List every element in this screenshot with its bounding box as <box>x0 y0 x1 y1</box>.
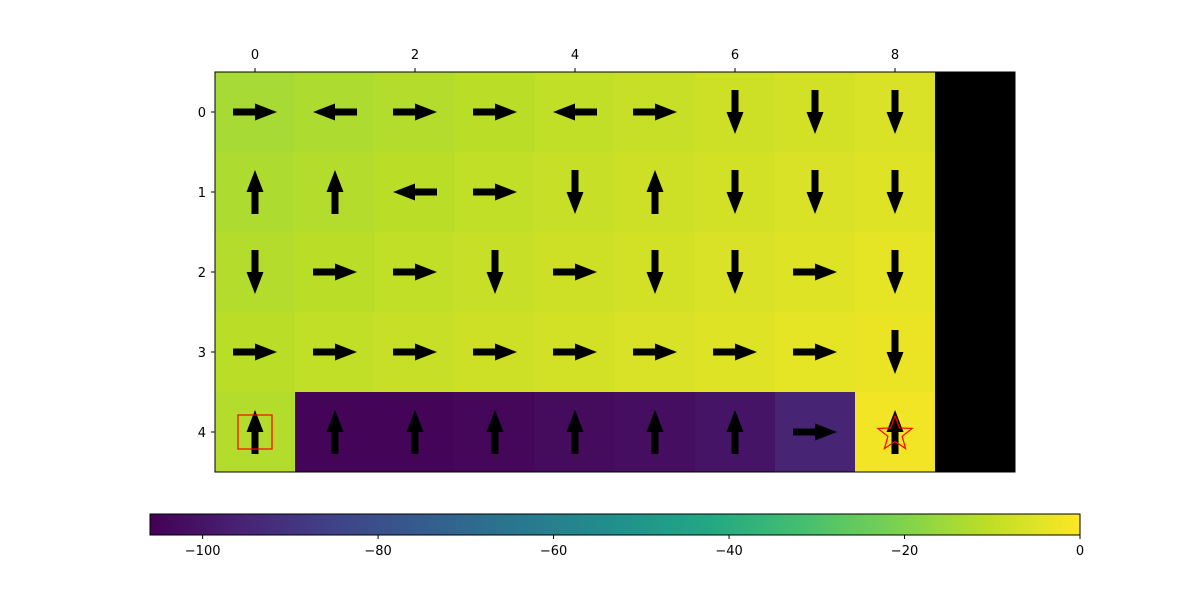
colorbar-tick-label: 0 <box>1076 544 1084 559</box>
arrow-right <box>233 103 277 121</box>
arrow-down <box>806 90 824 134</box>
arrow-up <box>326 170 344 214</box>
start-marker <box>237 414 273 450</box>
arrow-up <box>566 410 584 454</box>
policy-arrows <box>233 90 904 454</box>
y-tick-label: 2 <box>198 266 206 281</box>
arrow-up <box>246 170 264 214</box>
arrow-up <box>406 410 424 454</box>
heatmap-plot: 0 2 4 6 8 0 1 2 3 4 <box>198 48 1016 473</box>
arrow-down <box>566 170 584 214</box>
y-tick-label: 3 <box>198 346 206 361</box>
arrow-down <box>486 250 504 294</box>
heatmap-cell <box>935 312 1016 393</box>
arrow-right <box>233 343 277 361</box>
markers <box>237 414 914 450</box>
colorbar-tick-label: −20 <box>891 544 918 559</box>
colorbar-gradient <box>150 514 1080 535</box>
arrow-left <box>313 103 357 121</box>
arrow-down <box>886 250 904 294</box>
arrow-right <box>633 343 677 361</box>
y-tick-label: 1 <box>198 186 206 201</box>
arrow-down <box>886 170 904 214</box>
goal-star-marker <box>876 414 914 450</box>
arrow-right <box>473 103 517 121</box>
arrow-right <box>313 343 357 361</box>
heatmap-cell <box>935 232 1016 313</box>
arrow-right <box>793 343 837 361</box>
arrow-down <box>806 170 824 214</box>
arrow-right <box>793 423 837 441</box>
arrow-right <box>393 343 437 361</box>
arrow-right <box>473 183 517 201</box>
arrow-right <box>473 343 517 361</box>
arrow-right <box>713 343 757 361</box>
arrow-right <box>393 263 437 281</box>
colorbar-tick-label: −60 <box>540 544 567 559</box>
x-tick-label: 2 <box>411 48 419 63</box>
arrow-left <box>553 103 597 121</box>
arrow-down <box>886 90 904 134</box>
colorbar-tick-label: −100 <box>185 544 221 559</box>
colorbar: −100 −80 −60 −40 −20 0 <box>149 513 1084 559</box>
heatmap-cell <box>935 152 1016 233</box>
x-axis: 0 2 4 6 8 <box>251 48 899 72</box>
arrow-down <box>726 90 744 134</box>
y-axis: 0 1 2 3 4 <box>198 106 215 441</box>
x-tick-label: 4 <box>571 48 579 63</box>
colorbar-ticks: −100 −80 −60 −40 −20 0 <box>185 535 1084 559</box>
arrow-down <box>886 330 904 374</box>
arrow-down <box>246 250 264 294</box>
arrow-right <box>393 103 437 121</box>
arrow-right <box>793 263 837 281</box>
y-tick-label: 4 <box>198 426 206 441</box>
y-tick-label: 0 <box>198 106 206 121</box>
heatmap-cell <box>935 392 1016 473</box>
arrow-down <box>726 170 744 214</box>
colorbar-tick-label: −80 <box>364 544 391 559</box>
arrow-right <box>553 263 597 281</box>
arrow-up <box>486 410 504 454</box>
x-tick-label: 0 <box>251 48 259 63</box>
colorbar-tick-label: −40 <box>715 544 742 559</box>
heatmap-cell <box>935 72 1016 153</box>
arrow-up <box>886 410 904 454</box>
arrow-left <box>393 183 437 201</box>
arrow-up <box>326 410 344 454</box>
arrow-right <box>313 263 357 281</box>
x-tick-label: 6 <box>731 48 739 63</box>
arrow-down <box>646 250 664 294</box>
x-tick-label: 8 <box>891 48 899 63</box>
arrow-up <box>646 410 664 454</box>
arrow-up <box>646 170 664 214</box>
arrow-up <box>246 410 264 454</box>
arrow-down <box>726 250 744 294</box>
arrow-up <box>726 410 744 454</box>
colorbar-frame <box>149 513 1081 536</box>
arrow-right <box>553 343 597 361</box>
arrow-right <box>633 103 677 121</box>
